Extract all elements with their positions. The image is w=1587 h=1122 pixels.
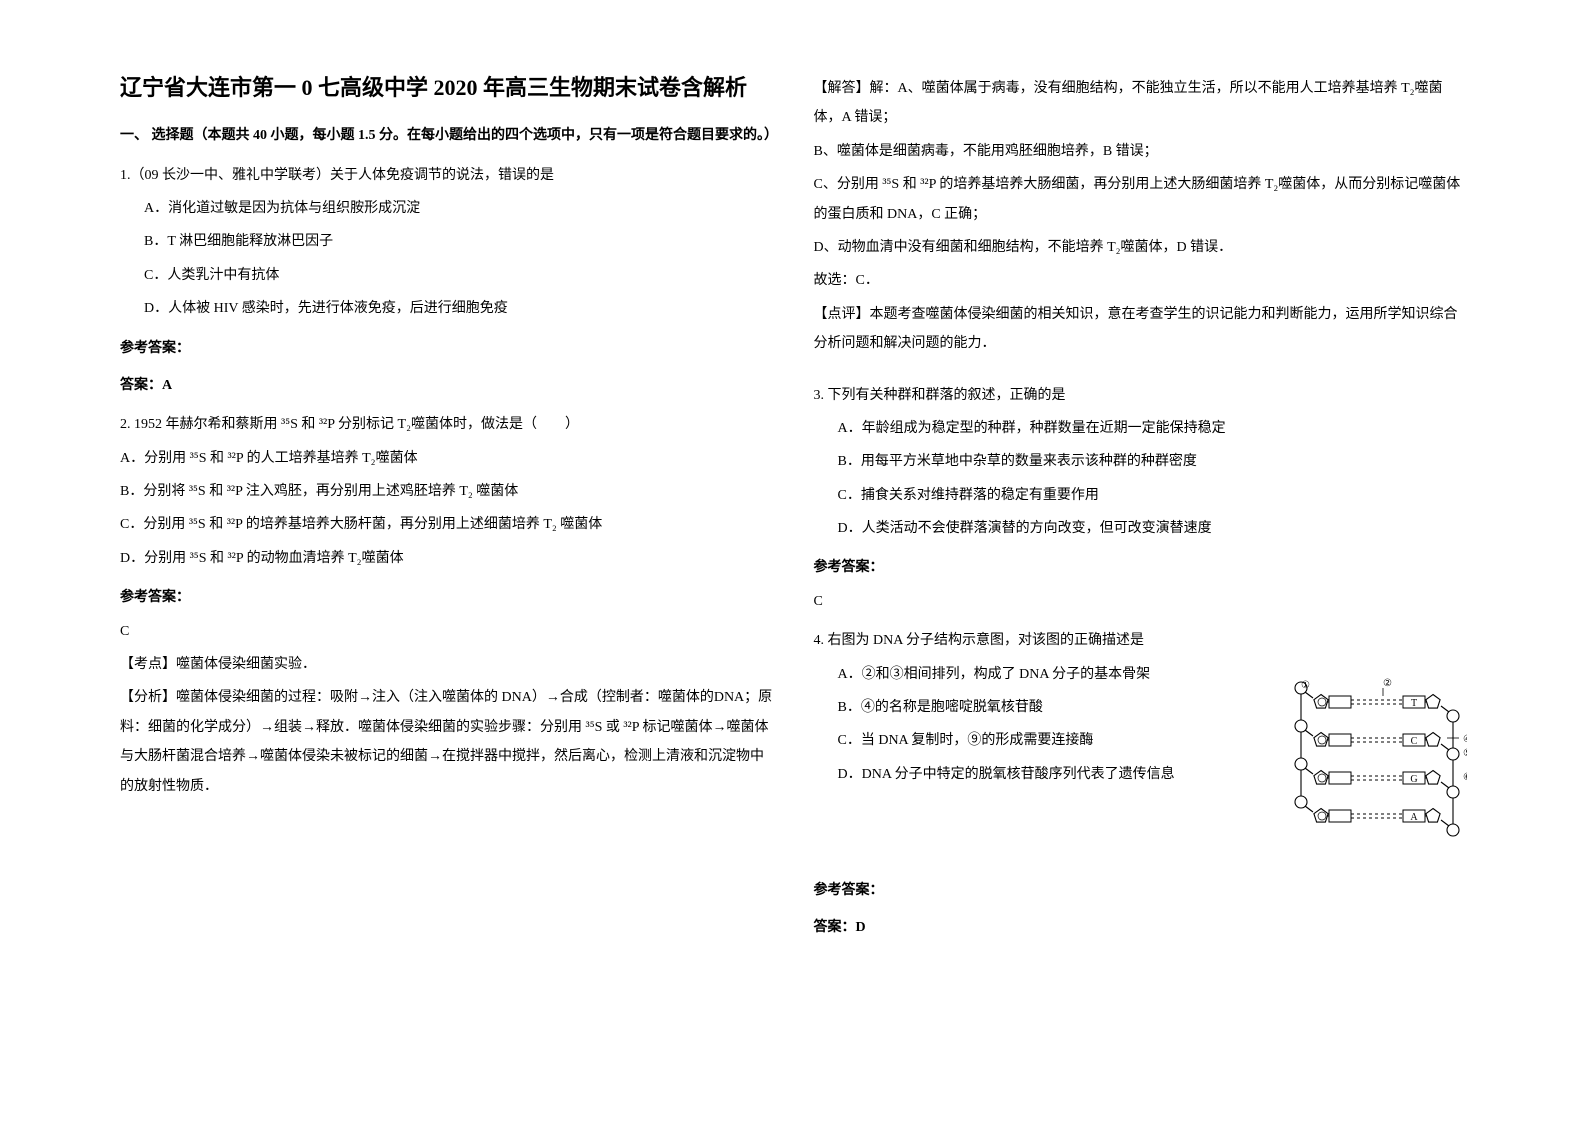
q1-options: A．消化道过敏是因为抗体与组织胺形成沉淀 B．T 淋巴细胞能释放淋巴因子 C．人… xyxy=(120,194,774,324)
q3-option-d: D．人类活动不会使群落演替的方向改变，但可改变演替速度 xyxy=(838,514,1468,543)
left-column: 辽宁省大连市第一 0 七高级中学 2020 年高三生物期末试卷含解析 一、 选择… xyxy=(100,70,794,1082)
q3-option-b: B．用每平方米草地中杂草的数量来表示该种群的种群密度 xyxy=(838,447,1468,476)
q2-jieda-c: C、分别用 ³⁵S 和 ³²P 的培养基培养大肠细菌，再分别用上述大肠细菌培养 … xyxy=(814,170,1468,229)
q4-answer-label: 参考答案： xyxy=(814,876,1468,905)
svg-text:C: C xyxy=(1411,736,1418,747)
q2-answer-label: 参考答案： xyxy=(120,583,774,612)
q2-option-b: B．分别将 ³⁵S 和 ³²P 注入鸡胚，再分别用上述鸡胚培养 T₂ 噬菌体 xyxy=(120,477,774,506)
svg-text:G: G xyxy=(1410,774,1417,785)
svg-text:④: ④ xyxy=(1463,734,1467,745)
q2-kaodian: 【考点】噬菌体侵染细菌实验． xyxy=(120,650,774,679)
q4-option-a: A．②和③相间排列，构成了 DNA 分子的基本骨架 xyxy=(838,660,1278,689)
section-1-header: 一、 选择题（本题共 40 小题，每小题 1.5 分。在每小题给出的四个选项中，… xyxy=(120,121,774,150)
q3-options: A．年龄组成为稳定型的种群，种群数量在近期一定能保持稳定 B．用每平方米草地中杂… xyxy=(814,414,1468,544)
q1-answer-text: 答案：A xyxy=(120,371,774,400)
q1-option-c: C．人类乳汁中有抗体 xyxy=(144,261,774,290)
q3-stem: 3. 下列有关种群和群落的叙述，正确的是 xyxy=(814,381,1468,410)
q2-option-c: C．分别用 ³⁵S 和 ³²P 的培养基培养大肠杆菌，再分别用上述细菌培养 T₂… xyxy=(120,510,774,539)
q4-answer-text: 答案：D xyxy=(814,913,1468,942)
q3-answer-letter: C xyxy=(814,587,1468,616)
q1-answer-label: 参考答案： xyxy=(120,334,774,363)
q4-text-block: A．②和③相间排列，构成了 DNA 分子的基本骨架 B．④的名称是胞嘧啶脱氧核苷… xyxy=(814,656,1278,790)
q2-answer-letter: C xyxy=(120,617,774,646)
q2-dianping: 【点评】本题考查噬菌体侵染细菌的相关知识，意在考查学生的识记能力和判断能力，运用… xyxy=(814,300,1468,359)
q4-option-d: D．DNA 分子中特定的脱氧核苷酸序列代表了遗传信息 xyxy=(838,760,1278,789)
q2-stem: 2. 1952 年赫尔希和蔡斯用 ³⁵S 和 ³²P 分别标记 T₂噬菌体时，做… xyxy=(120,410,774,439)
q1-option-d: D．人体被 HIV 感染时，先进行体液免疫，后进行细胞免疫 xyxy=(144,294,774,323)
q2-option-d: D．分别用 ³⁵S 和 ³²P 的动物血清培养 T₂噬菌体 xyxy=(120,544,774,573)
svg-text:A: A xyxy=(1410,812,1418,823)
svg-text:⑥: ⑥ xyxy=(1463,772,1467,783)
q3-answer-label: 参考答案： xyxy=(814,553,1468,582)
q2-guxuan: 故选：C． xyxy=(814,266,1468,295)
right-column: 【解答】解：A、噬菌体属于病毒，没有细胞结构，不能独立生活，所以不能用人工培养基… xyxy=(794,70,1488,1082)
svg-text:⑤: ⑤ xyxy=(1463,748,1467,759)
q1-option-a: A．消化道过敏是因为抗体与组织胺形成沉淀 xyxy=(144,194,774,223)
q3-option-c: C．捕食关系对维持群落的稳定有重要作用 xyxy=(838,481,1468,510)
q4-option-c: C．当 DNA 复制时，⑨的形成需要连接酶 xyxy=(838,726,1278,755)
q4-option-b: B．④的名称是胞嘧啶脱氧核苷酸 xyxy=(838,693,1278,722)
q2-jieda-b: B、噬菌体是细菌病毒，不能用鸡胚细胞培养，B 错误； xyxy=(814,137,1468,166)
document-title: 辽宁省大连市第一 0 七高级中学 2020 年高三生物期末试卷含解析 xyxy=(120,70,774,105)
q4-options: A．②和③相间排列，构成了 DNA 分子的基本骨架 B．④的名称是胞嘧啶脱氧核苷… xyxy=(814,660,1278,790)
q2-fenxi: 【分析】噬菌体侵染细菌的过程：吸附→注入（注入噬菌体的 DNA）→合成（控制者：… xyxy=(120,683,774,801)
q2-jieda: 【解答】解：A、噬菌体属于病毒，没有细胞结构，不能独立生活，所以不能用人工培养基… xyxy=(814,74,1468,133)
dna-diagram: ①②TCGA④⑤⑥ xyxy=(1287,676,1467,866)
q4-stem: 4. 右图为 DNA 分子结构示意图，对该图的正确描述是 xyxy=(814,626,1468,655)
q1-option-b: B．T 淋巴细胞能释放淋巴因子 xyxy=(144,227,774,256)
q4-row: A．②和③相间排列，构成了 DNA 分子的基本骨架 B．④的名称是胞嘧啶脱氧核苷… xyxy=(814,656,1468,866)
svg-text:②: ② xyxy=(1383,678,1392,689)
q1-stem: 1.（09 长沙一中、雅礼中学联考）关于人体免疫调节的说法，错误的是 xyxy=(120,161,774,190)
dna-svg-figure: ①②TCGA④⑤⑥ xyxy=(1287,676,1467,866)
svg-text:T: T xyxy=(1411,698,1417,709)
q3-option-a: A．年龄组成为稳定型的种群，种群数量在近期一定能保持稳定 xyxy=(838,414,1468,443)
q2-option-a: A．分别用 ³⁵S 和 ³²P 的人工培养基培养 T₂噬菌体 xyxy=(120,444,774,473)
q2-jieda-d: D、动物血清中没有细菌和细胞结构，不能培养 T₂噬菌体，D 错误． xyxy=(814,233,1468,262)
